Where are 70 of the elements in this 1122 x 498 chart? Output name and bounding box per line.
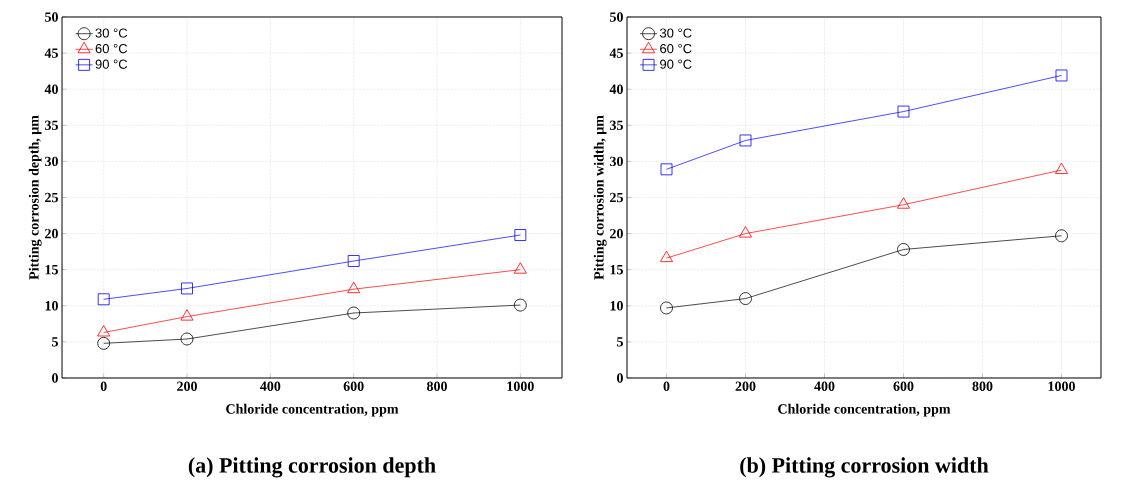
y-tick-label: 50: [45, 12, 58, 22]
y-tick-label: 35: [610, 120, 623, 130]
x-tick-label: 200: [735, 381, 756, 391]
y-tick-label: 50: [610, 12, 623, 22]
legend-label: 60 °C: [95, 43, 128, 54]
y-tick-label: 0: [617, 373, 623, 383]
y-tick-label: 0: [52, 373, 58, 383]
point: [660, 163, 673, 176]
legend-label: 30 °C: [95, 28, 128, 38]
legend-label: 60 °C: [660, 43, 692, 54]
point: [897, 243, 910, 256]
x-tick-label: 800: [426, 381, 447, 391]
x-tick-label: 600: [343, 381, 364, 391]
text: (b) Pitting corrosion width: [740, 457, 989, 478]
point: [97, 293, 110, 306]
x-tick-label: 400: [260, 381, 281, 391]
y-tick-label: 10: [45, 301, 58, 311]
y-tick-label: 40: [44, 84, 58, 94]
y-tick-label: 5: [617, 337, 623, 347]
y-tick-label: 15: [45, 264, 58, 275]
x-tick-label: 200: [177, 381, 197, 391]
y-tick-label: 15: [610, 264, 623, 275]
point: [180, 309, 194, 321]
text: (a) Pitting corrosion depth: [188, 457, 436, 478]
point: [1055, 69, 1068, 82]
y-tick-label: 5: [52, 337, 58, 347]
x-tick-label: 1000: [507, 381, 534, 391]
point: [347, 255, 360, 267]
x-tick-label: 0: [100, 381, 107, 391]
point: [660, 250, 673, 263]
point: [97, 325, 111, 337]
point: [897, 197, 910, 209]
point: [181, 282, 193, 295]
y-axis-title: Pitting corrosion width, μm: [593, 115, 607, 280]
point: [347, 306, 361, 320]
y-axis-title: Pitting corrosion depth, μm: [28, 115, 42, 280]
point: [97, 336, 111, 350]
point: [347, 281, 361, 294]
point: [180, 332, 194, 346]
x-tick-label: 1000: [1048, 381, 1075, 391]
legend-label: 90 °C: [660, 59, 692, 69]
x-axis-title: Chloride concentration, ppm: [778, 403, 951, 417]
point: [739, 226, 752, 238]
x-tick-label: 400: [814, 381, 835, 391]
y-tick-label: 40: [609, 84, 623, 94]
y-tick-label: 20: [45, 228, 58, 239]
y-tick-label: 30: [610, 156, 623, 167]
point: [513, 298, 527, 312]
x-tick-label: 0: [663, 381, 670, 391]
x-tick-label: 600: [893, 381, 914, 391]
y-tick-label: 25: [610, 192, 623, 203]
point: [739, 134, 752, 147]
point: [1055, 162, 1068, 174]
y-tick-label: 45: [609, 48, 623, 58]
point: [897, 105, 910, 118]
point: [514, 229, 527, 241]
y-tick-label: 25: [45, 192, 58, 203]
x-axis-title: Chloride concentration, ppm: [226, 403, 399, 417]
point: [513, 262, 527, 274]
y-tick-label: 35: [45, 120, 58, 130]
point: [1055, 229, 1068, 243]
point: [660, 301, 673, 315]
y-tick-label: 20: [610, 228, 623, 239]
point: [739, 292, 752, 305]
legend-label: 30 °C: [659, 28, 692, 38]
x-tick-label: 800: [972, 381, 993, 391]
y-tick-label: 10: [610, 301, 623, 311]
legend-label: 90 °C: [95, 59, 128, 69]
y-tick-label: 45: [44, 48, 58, 58]
y-tick-label: 30: [45, 156, 58, 167]
